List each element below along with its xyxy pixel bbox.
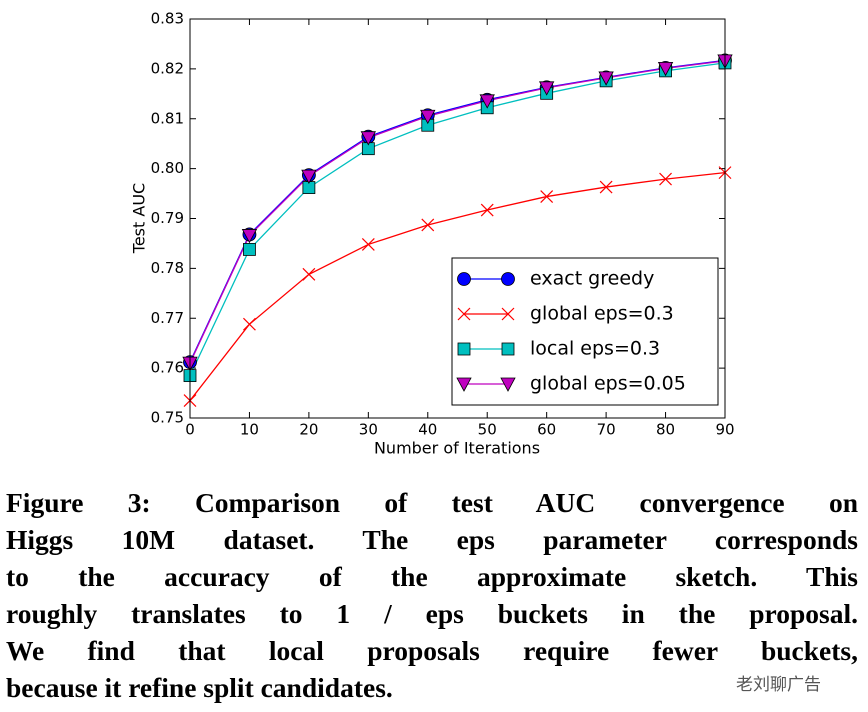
legend-label: global eps=0.3 <box>530 303 674 325</box>
legend-label: global eps=0.05 <box>530 373 686 395</box>
x-tick-label: 90 <box>715 421 734 439</box>
y-axis-label: Test AUC <box>130 183 149 254</box>
x-tick-label: 40 <box>418 421 437 439</box>
legend-label: local eps=0.3 <box>530 338 660 360</box>
x-tick-label: 20 <box>299 421 318 439</box>
legend-marker <box>501 342 515 356</box>
legend-marker <box>457 272 471 286</box>
legend-marker <box>501 307 515 321</box>
data-point <box>538 81 555 96</box>
legend-marker <box>456 377 472 392</box>
data-point <box>659 172 672 186</box>
data-point <box>361 238 375 251</box>
y-tick-label: 0.83 <box>151 10 184 28</box>
caption-line: Higgs 10M dataset. The eps parameter cor… <box>6 524 858 555</box>
legend-marker <box>457 307 471 321</box>
x-tick-label: 30 <box>359 421 378 439</box>
data-point <box>480 203 494 217</box>
legend-marker <box>500 377 516 392</box>
x-tick-label: 60 <box>537 421 556 439</box>
caption-line: to the accuracy of the approximate sketc… <box>6 561 858 592</box>
data-point <box>301 169 317 184</box>
y-tick-label: 0.75 <box>151 409 184 427</box>
caption-line: Figure 3: Comparison of test AUC converg… <box>6 487 858 518</box>
data-point <box>241 229 258 244</box>
caption-line: because it refine split candidates. <box>6 672 393 703</box>
data-point <box>360 131 377 146</box>
data-point <box>598 71 614 86</box>
data-point <box>243 243 256 256</box>
data-point <box>479 94 495 109</box>
x-tick-label: 50 <box>478 421 497 439</box>
series-line <box>189 62 726 376</box>
x-tick-label: 10 <box>240 421 259 439</box>
y-tick-label: 0.80 <box>151 159 184 177</box>
x-tick-label: 70 <box>597 421 616 439</box>
data-point <box>421 218 435 232</box>
data-point <box>302 267 316 281</box>
data-point <box>599 180 613 194</box>
y-tick-label: 0.79 <box>151 209 184 227</box>
x-tick-label: 80 <box>656 421 675 439</box>
caption-line: roughly translates to 1 / eps buckets in… <box>6 598 858 629</box>
plot-frame <box>189 18 726 419</box>
legend-label: exact greedy <box>530 268 654 290</box>
data-point <box>540 190 554 203</box>
caption: Figure 3: Comparison of test AUC converg… <box>6 484 858 706</box>
data-point <box>420 109 436 125</box>
watermark: 老刘聊广告 <box>736 675 821 695</box>
legend-marker <box>457 342 471 356</box>
x-axis-label: Number of Iterations <box>374 439 540 458</box>
legend-marker <box>501 272 515 286</box>
y-tick-label: 0.81 <box>151 109 184 127</box>
chart: Test AUC Number of Iterations 0.75 0.76 0.… <box>130 10 735 458</box>
y-tick-label: 0.76 <box>151 359 184 377</box>
y-tick-label: 0.77 <box>151 309 184 327</box>
y-tick-label: 0.82 <box>151 59 184 77</box>
x-tick-label: 0 <box>185 421 195 439</box>
y-tick-label: 0.78 <box>151 259 184 277</box>
data-point <box>657 61 674 77</box>
series-line <box>189 171 726 401</box>
series-line <box>189 60 726 364</box>
legend-box <box>451 257 719 406</box>
caption-line: We find that local proposals require few… <box>6 635 858 666</box>
data-point <box>243 317 256 331</box>
